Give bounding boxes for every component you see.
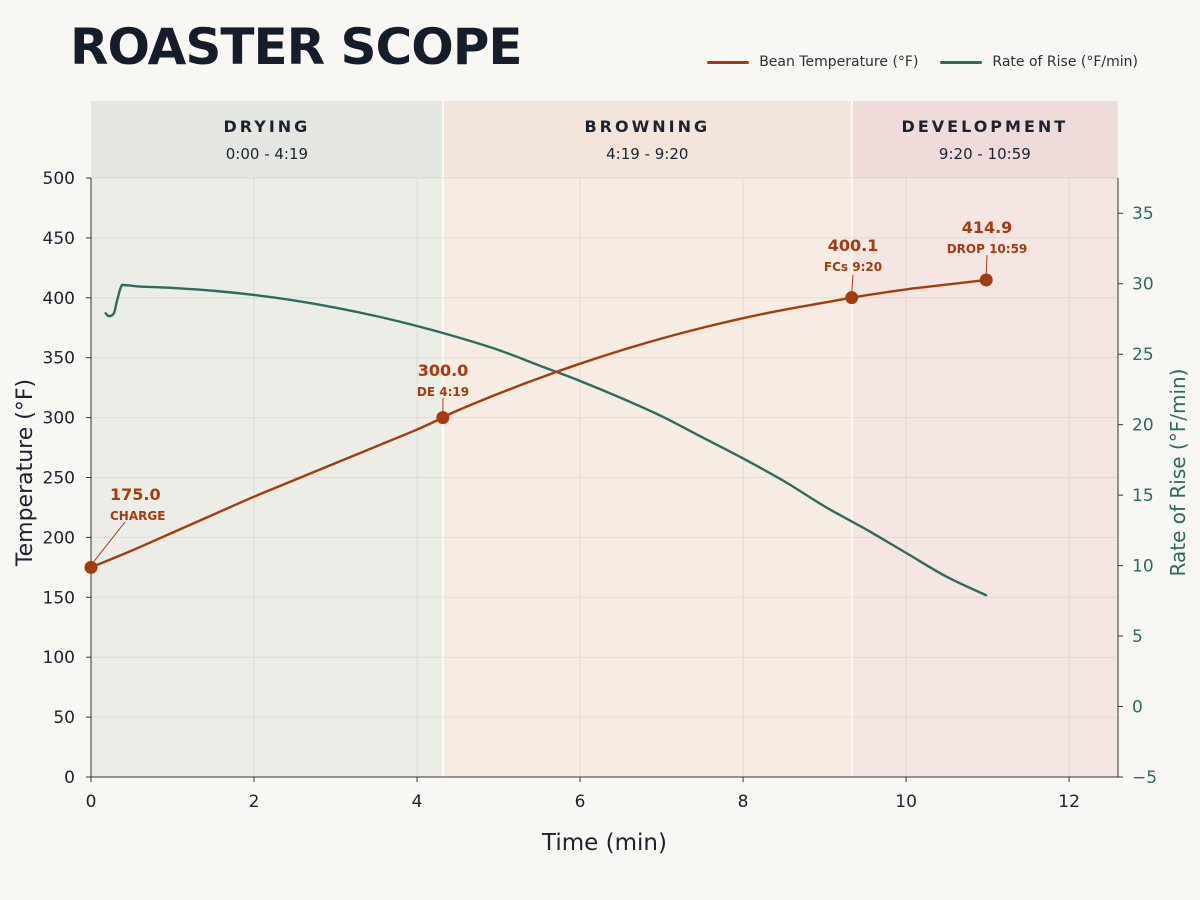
y-tick-label: 150 [43,588,75,608]
y2-tick-label: −5 [1132,768,1157,788]
y2-tick-label: 30 [1132,275,1154,295]
annotation-value-de: 300.0 [418,361,469,380]
y-axis-label: Temperature (°F) [13,379,38,567]
y-tick-label: 300 [43,409,75,429]
legend-label-rate-of-rise: Rate of Rise (°F/min) [992,54,1138,70]
phase-range-development: 9:20 - 10:59 [939,145,1031,163]
event-marker-charge [84,560,98,574]
phase-range-browning: 4:19 - 9:20 [606,145,688,163]
y2-tick-label: 5 [1132,627,1143,647]
annotation-value-charge: 175.0 [110,485,161,504]
event-marker-de [436,411,450,425]
event-marker-drop [979,273,993,287]
legend-label-bean-temperature: Bean Temperature (°F) [759,54,919,70]
page-title: ROASTER SCOPE [70,18,523,76]
phase-band-drying [91,178,443,777]
legend-swatch-rate-of-rise [940,60,983,64]
annotation-event-de: DE 4:19 [417,385,469,399]
phase-name-drying: DRYING [224,117,311,136]
y2-axis-label: Rate of Rise (°F/min) [1166,369,1190,577]
y2-tick-label: 15 [1132,486,1154,506]
y2-tick-label: 25 [1132,345,1154,365]
y2-tick-label: 0 [1132,698,1143,718]
y-tick-label: 0 [64,768,75,788]
y-tick-label: 350 [43,349,75,369]
x-tick-label: 0 [86,792,97,812]
annotation-event-fcs: FCs 9:20 [824,260,882,274]
phase-range-drying: 0:00 - 4:19 [226,145,308,163]
y2-tick-label: 20 [1132,416,1154,436]
x-tick-label: 4 [412,792,423,812]
event-marker-fcs [845,291,859,305]
legend-item-bean-temperature: Bean Temperature (°F) [707,54,918,70]
y-tick-label: 250 [43,469,75,489]
y-tick-label: 50 [53,708,75,728]
y-tick-label: 450 [43,229,75,249]
annotation-leader-drop [985,254,988,274]
annotation-leader-charge [93,521,126,562]
phase-header-development [851,101,1118,178]
phase-header-browning [442,101,852,178]
y-tick-label: 400 [43,289,75,309]
legend-swatch-bean-temperature [707,60,750,64]
x-tick-label: 8 [738,792,749,812]
annotation-value-fcs: 400.1 [828,236,879,255]
series-line-rate-of-rise [104,283,988,597]
y2-tick-label: 10 [1132,557,1154,577]
phase-header-drying [91,101,443,178]
phase-name-development: DEVELOPMENT [902,117,1069,136]
y-tick-label: 200 [43,528,75,548]
annotation-value-drop: 414.9 [962,218,1013,237]
x-axis-label: Time (min) [541,830,667,856]
y-tick-label: 500 [43,169,75,189]
legend: Bean Temperature (°F) Rate of Rise (°F/m… [707,54,1138,70]
y-tick-label: 100 [43,648,75,668]
phase-band-browning [442,178,852,777]
annotation-event-drop: DROP 10:59 [947,242,1028,256]
y2-tick-label: 35 [1132,204,1154,224]
x-tick-label: 6 [575,792,586,812]
phase-name-browning: BROWNING [584,117,710,136]
annotation-leader-fcs [851,274,854,292]
legend-item-rate-of-rise: Rate of Rise (°F/min) [940,54,1138,70]
annotation-event-charge: CHARGE [110,509,165,523]
x-tick-label: 10 [895,792,917,812]
x-tick-label: 2 [249,792,260,812]
x-tick-label: 12 [1058,792,1080,812]
